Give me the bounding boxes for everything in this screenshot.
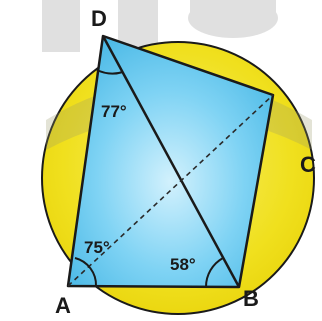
angle-arc-b	[204, 257, 224, 288]
vertex-label-b: B	[243, 286, 259, 311]
angle-arc-a	[74, 257, 98, 287]
angle-label-d: 77°	[101, 102, 127, 121]
vertex-label-d: D	[91, 6, 107, 31]
diagonal-bd	[101, 35, 241, 288]
angle-label-a: 75°	[84, 238, 110, 257]
vertex-label-c: C	[300, 152, 316, 177]
vertex-label-a: A	[55, 293, 71, 318]
watermark	[42, 0, 278, 52]
diagonal-ac	[67, 94, 274, 287]
angle-arc-d	[96, 69, 124, 75]
angle-label-b: 58°	[170, 255, 196, 274]
